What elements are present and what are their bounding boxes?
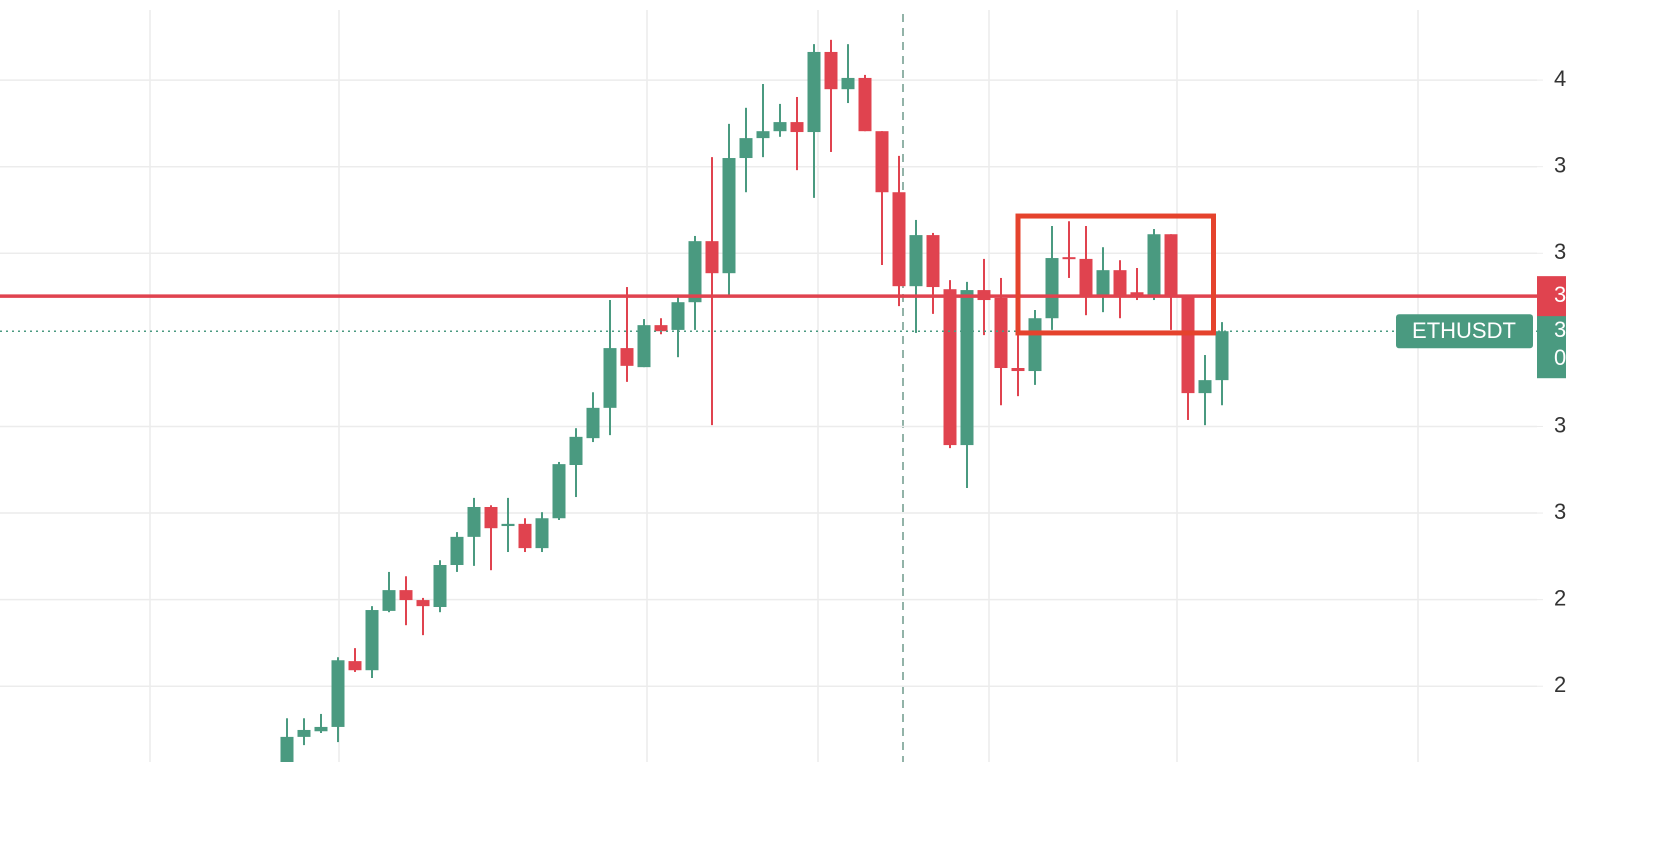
symbol-label: ETHUSDT [1412, 318, 1516, 343]
candle-body [654, 325, 668, 332]
candle-body [807, 51, 821, 133]
candle-body [1011, 368, 1025, 372]
candle-body [994, 297, 1008, 369]
candles [280, 39, 1229, 762]
y-tick-label: 3 [1554, 239, 1566, 264]
price-line-label: 3 [1554, 282, 1566, 307]
y-tick-label: 3 [1554, 153, 1566, 178]
time-grid [149, 10, 1419, 762]
candle-body [569, 436, 583, 465]
candle-body [943, 289, 957, 446]
candle-body [1130, 292, 1144, 297]
candle-body [365, 610, 379, 671]
candle-body [739, 138, 753, 159]
candle-body [1215, 331, 1229, 381]
candle-body [467, 506, 481, 537]
candle-body [688, 241, 702, 303]
overlay: ETHUSDT [0, 213, 1537, 349]
candle-body [960, 290, 974, 446]
candle-body [1079, 258, 1093, 297]
candle-body [297, 729, 311, 737]
candle-body [909, 235, 923, 287]
candle-body [1147, 234, 1161, 297]
candle-body [433, 565, 447, 608]
candle-body [722, 158, 736, 274]
price-line-badge [1537, 276, 1566, 317]
candle-body [348, 661, 362, 671]
candle-body [773, 122, 787, 132]
y-tick-label: 2 [1554, 672, 1566, 697]
candle-body [552, 464, 566, 519]
candle-body [705, 241, 719, 274]
y-tick-label: 3 [1554, 412, 1566, 437]
candle-body [484, 506, 498, 529]
candle-body [1181, 296, 1195, 394]
candle-body [620, 348, 634, 366]
candle-body [518, 523, 532, 549]
candle-body [450, 536, 464, 566]
candle-body [535, 518, 549, 549]
candle-body [399, 590, 413, 601]
candle-body [926, 235, 940, 288]
candle-body [1028, 318, 1042, 372]
candle-body [416, 600, 430, 607]
y-tick-label: 3 [1554, 499, 1566, 524]
candle-body [314, 726, 328, 732]
last-price-badge [1537, 314, 1566, 379]
candle-body [1096, 270, 1110, 297]
last-price-label: 3 [1554, 317, 1566, 342]
candle-body [892, 192, 906, 287]
candle-body [1198, 380, 1212, 394]
price-axis: 2 2 3 3 3 3 4 3 0 3 [1537, 66, 1566, 697]
candle-body [1113, 270, 1127, 297]
candle-body [382, 590, 396, 611]
candle-body [1062, 257, 1076, 260]
candle-body [841, 77, 855, 90]
candle-body [1164, 234, 1178, 297]
candle-body [501, 523, 515, 527]
candle-body [280, 736, 294, 762]
last-price-sublabel: 0 [1554, 345, 1566, 370]
highlight-box [1015, 213, 1216, 336]
y-tick-label: 4 [1554, 66, 1566, 91]
candle-body [637, 325, 651, 368]
y-tick-label: 2 [1554, 585, 1566, 610]
candle-body [824, 51, 838, 90]
candle-body [756, 131, 770, 139]
candle-body [331, 660, 345, 727]
candle-body [671, 302, 685, 330]
candle-body [858, 77, 872, 132]
candle-body [875, 131, 889, 193]
price-grid [0, 79, 1543, 687]
candle-body [603, 348, 617, 408]
candle-body [1045, 258, 1059, 319]
candle-body [586, 407, 600, 439]
symbol-badge [1396, 314, 1533, 349]
candle-body [790, 122, 804, 133]
